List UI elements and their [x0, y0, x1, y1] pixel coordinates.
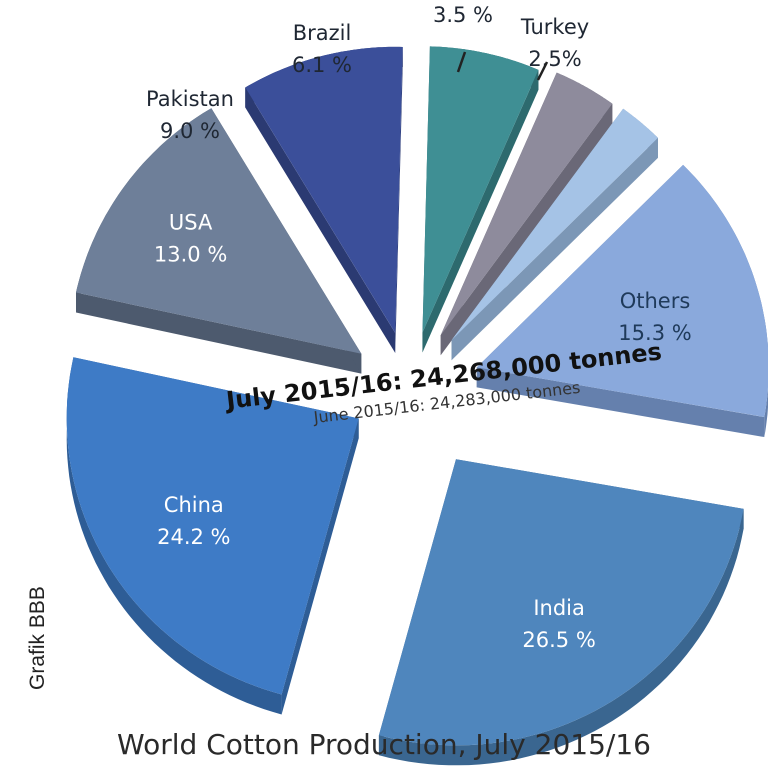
slice-top: [378, 459, 744, 746]
slice-value-others: 15.3 %: [618, 321, 691, 345]
credit-label: Grafik BBB: [26, 586, 49, 690]
slice-value-brazil: 6.1 %: [292, 53, 352, 77]
slice-value-pakistan: 9.0 %: [160, 119, 220, 143]
slice-wall: [281, 418, 359, 715]
slice-value-china: 24.2 %: [157, 525, 230, 549]
slice-top: [422, 46, 539, 333]
slice-value-turkey: 2.5%: [528, 47, 581, 71]
slice-side: [66, 357, 282, 715]
slice-top: [440, 72, 613, 336]
slice-label-others: Others: [620, 289, 691, 313]
pie-slice-usa: [76, 108, 362, 374]
slice-wall: [395, 46, 403, 354]
pie-slice-others: [476, 164, 768, 438]
slice-wall: [440, 103, 613, 356]
slice-label-turkey: Turkey: [520, 15, 589, 39]
pie-slice-pakistan: [245, 46, 403, 354]
slice-wall: [422, 69, 539, 353]
pie-slice-china: [66, 357, 359, 715]
slice-label-usa: USA: [169, 210, 213, 234]
pie-slice-brazil: [422, 46, 539, 353]
slice-value-uzbekistan: 3.5 %: [433, 3, 493, 27]
slice-wall: [451, 137, 658, 361]
slice-label-pakistan: Pakistan: [146, 87, 234, 111]
slice-labels: India 26.5 % China 24.2 % USA 13.0 % Pakistan 9…: [146, 3, 692, 652]
slice-wall: [245, 87, 396, 354]
pie-slices: [66, 46, 768, 766]
slice-label-india: India: [533, 596, 585, 620]
pie-slice-india: [378, 459, 744, 766]
slice-top: [66, 357, 359, 695]
pie-slice-turkey: [451, 108, 658, 361]
slice-top: [76, 108, 362, 354]
slice-label-brazil: Brazil: [293, 21, 352, 45]
leader-line: [536, 61, 549, 81]
slice-top: [451, 108, 658, 341]
pie-slice-uzbekistan: [440, 72, 613, 356]
slice-value-usa: 13.0 %: [154, 242, 227, 266]
slice-label-china: China: [164, 493, 224, 517]
leader-line: [456, 51, 467, 73]
slice-value-india: 26.5 %: [522, 628, 595, 652]
slice-top: [476, 164, 768, 417]
slice-wall: [476, 367, 765, 438]
slice-wall: [76, 292, 362, 374]
chart-title: World Cotton Production, July 2015/16: [117, 728, 651, 761]
slice-top: [245, 46, 403, 334]
